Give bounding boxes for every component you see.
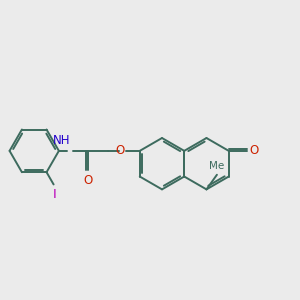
- Text: Me: Me: [209, 161, 224, 171]
- Text: O: O: [115, 144, 124, 158]
- Text: I: I: [52, 188, 56, 201]
- Text: NH: NH: [53, 134, 70, 147]
- Text: O: O: [84, 174, 93, 187]
- Text: O: O: [249, 144, 259, 158]
